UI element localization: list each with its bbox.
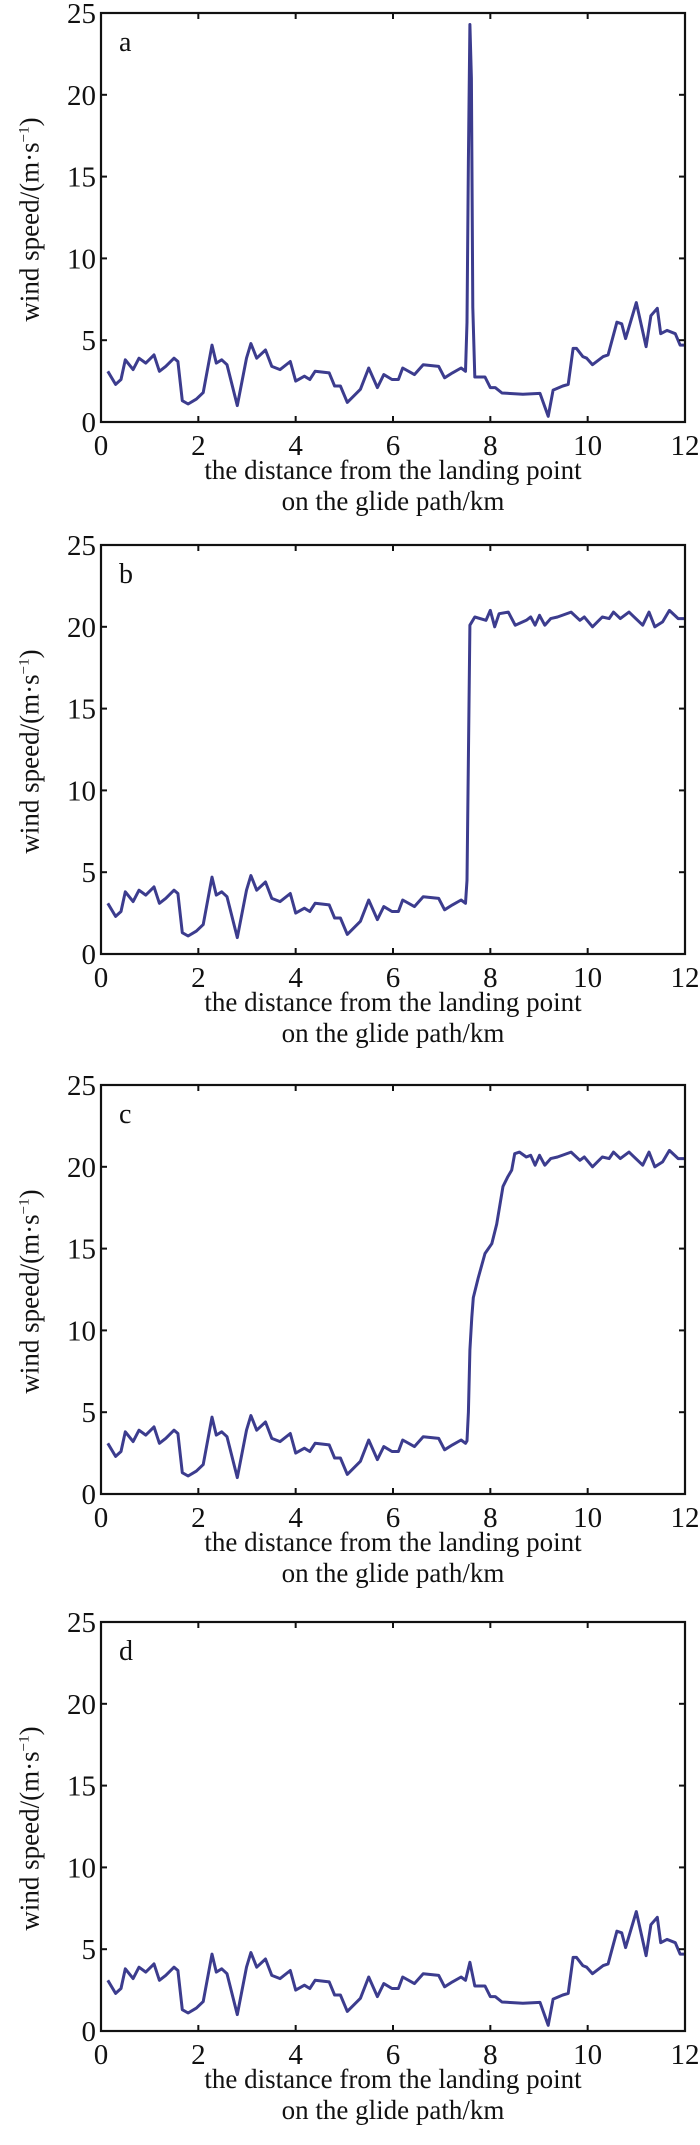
plot-area: 0 2 4 6 8 10 12 0 5 10 15 20 25 c [67, 1070, 700, 1534]
x-tick-label: 4 [288, 962, 303, 994]
x-tick-label: 8 [483, 2039, 498, 2071]
y-tick-label: 0 [82, 939, 97, 971]
x-tick-label: 4 [288, 2039, 303, 2071]
y-axis-label: wind speed/(m·s−1) [14, 117, 45, 322]
chart-panel-a: 0 2 4 6 8 10 12 0 5 10 15 20 25 a wind speed/(m·s−1) … [0, 0, 700, 536]
x-tick-label: 8 [483, 1502, 498, 1534]
x-tick-label: 6 [386, 2039, 401, 2071]
y-tick-label: 10 [67, 1315, 96, 1347]
y-tick-label: 25 [67, 530, 96, 562]
x-tick-label: 12 [671, 2039, 700, 2071]
y-tick-label: 0 [82, 407, 97, 439]
y-tick-label: 15 [67, 162, 96, 194]
x-tick-label: 0 [94, 2039, 109, 2071]
x-tick-label: 10 [573, 430, 602, 462]
y-tick-label: 20 [67, 1152, 96, 1184]
chart-panel-d: 0 2 4 6 8 10 12 0 5 10 15 20 25 d wind speed/(m·s−1) … [0, 1607, 700, 2145]
y-tick-label: 5 [82, 325, 97, 357]
y-tick-label: 20 [67, 1689, 96, 1721]
axes-frame [99, 543, 687, 956]
x-tick-label: 4 [288, 1502, 303, 1534]
x-tick-label: 2 [191, 430, 206, 462]
x-tick-label: 2 [191, 2039, 206, 2071]
panel-letter-label: c [119, 1099, 131, 1130]
y-tick-label: 25 [67, 1607, 96, 1639]
x-tick-label: 8 [483, 430, 498, 462]
x-tick-label: 6 [386, 1502, 401, 1534]
x-tick-label: 12 [671, 430, 700, 462]
x-tick-label: 10 [573, 1502, 602, 1534]
y-tick-label: 15 [67, 1234, 96, 1266]
data-series-line [106, 608, 685, 940]
panel-letter-label: a [119, 27, 132, 58]
axes-frame [99, 1083, 687, 1496]
x-tick-label: 2 [191, 1502, 206, 1534]
y-tick-label: 25 [67, 0, 96, 30]
y-tick-label: 0 [82, 1479, 97, 1511]
data-series-line [106, 1910, 685, 2027]
y-axis-label: wind speed/(m·s−1) [14, 1189, 45, 1394]
x-tick-label: 0 [94, 962, 109, 994]
x-tick-label: 10 [573, 2039, 602, 2071]
x-tick-label: 8 [483, 962, 498, 994]
panel-letter-label: b [119, 559, 133, 590]
x-tick-label: 6 [386, 430, 401, 462]
x-tick-label: 0 [94, 1502, 109, 1534]
y-tick-label: 20 [67, 80, 96, 112]
x-tick-label: 0 [94, 430, 109, 462]
data-series-line [106, 1148, 685, 1480]
y-tick-label: 10 [67, 243, 96, 275]
y-tick-label: 20 [67, 612, 96, 644]
x-tick-label: 2 [191, 962, 206, 994]
panel-letter-label: d [119, 1636, 133, 1667]
plot-area: 0 2 4 6 8 10 12 0 5 10 15 20 25 b [67, 530, 700, 994]
x-tick-label: 4 [288, 430, 303, 462]
y-axis-label: wind speed/(m·s−1) [14, 1726, 45, 1931]
y-axis-label: wind speed/(m·s−1) [14, 649, 45, 854]
x-axis-label: the distance from the landing point on t… [204, 2064, 582, 2125]
y-tick-label: 0 [82, 2016, 97, 2048]
x-tick-label: 6 [386, 962, 401, 994]
y-tick-label: 5 [82, 1397, 97, 1429]
y-tick-label: 5 [82, 1934, 97, 1966]
x-axis-label: the distance from the landing point on t… [204, 455, 582, 516]
y-tick-label: 15 [67, 1771, 96, 1803]
y-tick-label: 15 [67, 694, 96, 726]
y-tick-label: 10 [67, 775, 96, 807]
plot-area: 0 2 4 6 8 10 12 0 5 10 15 20 25 a [67, 0, 700, 462]
chart-panel-b: 0 2 4 6 8 10 12 0 5 10 15 20 25 b wind speed/(m·s−1) … [0, 530, 700, 1068]
y-tick-label: 10 [67, 1852, 96, 1884]
x-tick-label: 12 [671, 1502, 700, 1534]
x-tick-label: 10 [573, 962, 602, 994]
x-axis-label: the distance from the landing point on t… [204, 1527, 582, 1588]
x-axis-label: the distance from the landing point on t… [204, 987, 582, 1048]
chart-panel-c: 0 2 4 6 8 10 12 0 5 10 15 20 25 c wind speed/(m·s−1) … [0, 1070, 700, 1608]
data-series-line [106, 23, 685, 418]
x-tick-label: 12 [671, 962, 700, 994]
y-tick-label: 5 [82, 857, 97, 889]
plot-area: 0 2 4 6 8 10 12 0 5 10 15 20 25 d [67, 1607, 700, 2071]
y-tick-label: 25 [67, 1070, 96, 1102]
